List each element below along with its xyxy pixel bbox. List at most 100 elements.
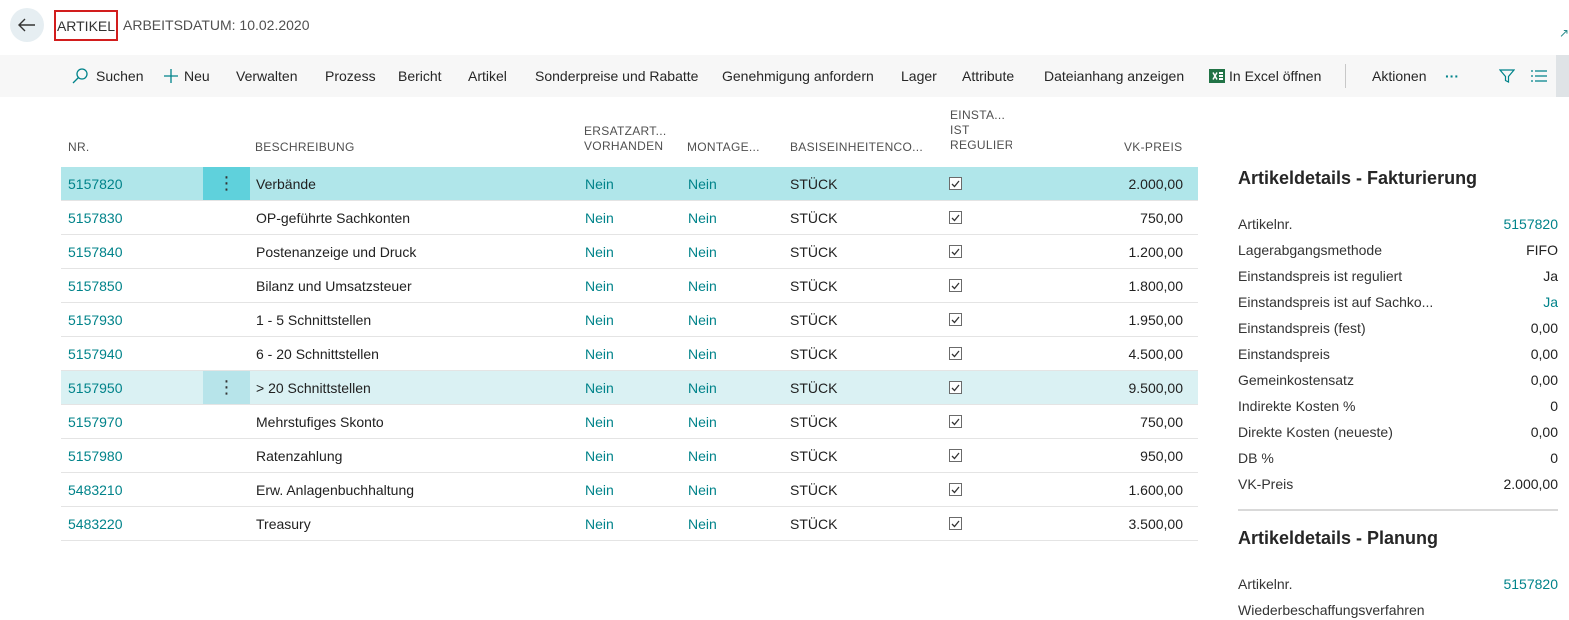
column-header-description[interactable]: BESCHREIBUNG xyxy=(255,140,355,154)
item-number-link[interactable]: 5157950 xyxy=(68,379,123,396)
approval-menu[interactable]: Genehmigung anfordern xyxy=(722,68,874,84)
base-unit-cell: STÜCK xyxy=(790,311,838,328)
unit-price-cell: 1.950,00 xyxy=(1128,311,1184,328)
table-row[interactable]: 5157830 OP-geführte Sachkonten Nein Nein STÜ… xyxy=(61,201,1198,235)
command-separator xyxy=(1345,64,1346,88)
assembly-bom-link[interactable]: Nein xyxy=(688,175,717,192)
substitutes-link[interactable]: Nein xyxy=(585,345,614,362)
item-number-link[interactable]: 5157820 xyxy=(68,175,123,192)
substitutes-link[interactable]: Nein xyxy=(585,311,614,328)
factbox-toggle[interactable] xyxy=(1556,55,1569,97)
checkbox-checked-icon xyxy=(949,279,962,292)
back-button[interactable] xyxy=(10,8,44,42)
process-menu[interactable]: Prozess xyxy=(325,68,376,84)
table-row[interactable]: 5157930 1 - 5 Schnittstellen Nein Nein STÜCK… xyxy=(61,303,1198,337)
substitutes-link[interactable]: Nein xyxy=(585,481,614,498)
breadcrumb-artikel[interactable]: ARTIKEL xyxy=(54,10,118,41)
table-row[interactable]: 5157940 6 - 20 Schnittstellen Nein Nein STÜC… xyxy=(61,337,1198,371)
new-button[interactable]: Neu xyxy=(164,55,210,97)
invoicing-factbox-title[interactable]: Artikeldetails - Fakturierung xyxy=(1238,168,1478,188)
assembly-bom-link[interactable]: Nein xyxy=(688,345,717,362)
invoicing-factbox-field-value[interactable]: 5157820 xyxy=(1503,216,1558,232)
invoicing-factbox-field-label: Indirekte Kosten % xyxy=(1238,398,1356,414)
more-options-button[interactable]: ··· xyxy=(1445,68,1459,84)
column-header-einstandspreis[interactable]: EINSTA... IST REGULIERT xyxy=(950,108,1012,174)
item-number-link[interactable]: 5483210 xyxy=(68,481,123,498)
cost-adjusted-cell xyxy=(949,405,962,438)
substitutes-link[interactable]: Nein xyxy=(585,277,614,294)
table-row[interactable]: 5483220 Treasury Nein Nein STÜCK 3.500,00 xyxy=(61,507,1198,541)
attachments-button[interactable]: Dateianhang anzeigen xyxy=(1044,68,1185,84)
invoicing-factbox-field-value[interactable]: Ja xyxy=(1543,294,1558,310)
description-cell: 1 - 5 Schnittstellen xyxy=(256,311,372,328)
manage-menu[interactable]: Verwalten xyxy=(236,68,298,84)
table-row[interactable]: 5157980 Ratenzahlung Nein Nein STÜCK 950,00 xyxy=(61,439,1198,473)
assembly-bom-link[interactable]: Nein xyxy=(688,277,717,294)
filter-button[interactable] xyxy=(1499,55,1523,97)
assembly-bom-link[interactable]: Nein xyxy=(688,515,717,532)
open-in-excel-button[interactable]: In Excel öffnen xyxy=(1209,55,1321,97)
item-number-link[interactable]: 5157830 xyxy=(68,209,123,226)
filter-icon xyxy=(1499,69,1515,83)
table-row[interactable]: 5157820 ⋮ Verbände Nein Nein STÜCK 2.000,00 xyxy=(61,167,1198,201)
unit-price-cell: 3.500,00 xyxy=(1128,515,1184,532)
cost-adjusted-cell xyxy=(949,507,962,540)
substitutes-link[interactable]: Nein xyxy=(585,243,614,260)
table-row[interactable]: 5157840 Postenanzeige und Druck Nein Nein ST… xyxy=(61,235,1198,269)
column-header-price[interactable]: VK-PREIS xyxy=(1124,140,1183,154)
inventory-menu[interactable]: Lager xyxy=(901,68,937,84)
column-header-ersatz[interactable]: ERSATZART... VORHANDEN xyxy=(584,124,667,190)
item-number-link[interactable]: 5157970 xyxy=(68,413,123,430)
expand-icon[interactable]: ↗ xyxy=(1558,26,1569,40)
item-number-link[interactable]: 5157850 xyxy=(68,277,123,294)
assembly-bom-link[interactable]: Nein xyxy=(688,243,717,260)
page-header: ARTIKEL ARBEITSDATUM: 10.02.2020 ↗ xyxy=(0,0,1569,55)
attributes-button[interactable]: Attribute xyxy=(962,68,1015,84)
search-button[interactable]: Suchen xyxy=(72,55,143,97)
planning-factbox-title[interactable]: Artikeldetails - Planung xyxy=(1238,528,1439,548)
report-menu[interactable]: Bericht xyxy=(398,68,442,84)
row-menu-icon[interactable]: ⋮ xyxy=(203,371,250,404)
assembly-bom-link[interactable]: Nein xyxy=(688,311,717,328)
special-prices-menu[interactable]: Sonderpreise und Rabatte xyxy=(535,68,699,84)
item-number-link[interactable]: 5157930 xyxy=(68,311,123,328)
column-header-basis[interactable]: BASISEINHEITENCO... xyxy=(790,140,924,154)
item-number-link[interactable]: 5157980 xyxy=(68,447,123,464)
substitutes-link[interactable]: Nein xyxy=(585,515,614,532)
substitutes-link[interactable]: Nein xyxy=(585,413,614,430)
column-header-ersatz-line2: VORHANDEN xyxy=(584,139,664,153)
search-icon xyxy=(72,68,88,84)
column-header-montage[interactable]: MONTAGE... xyxy=(687,140,760,154)
unit-price-cell: 1.200,00 xyxy=(1128,243,1184,260)
table-row[interactable]: 5157970 Mehrstufiges Skonto Nein Nein STÜCK 7… xyxy=(61,405,1198,439)
item-number-link[interactable]: 5483220 xyxy=(68,515,123,532)
item-number-link[interactable]: 5157840 xyxy=(68,243,123,260)
invoicing-factbox-field-label: Artikelnr. xyxy=(1238,216,1293,232)
substitutes-link[interactable]: Nein xyxy=(585,209,614,226)
planning-factbox-field-label: Artikelnr. xyxy=(1238,576,1293,592)
substitutes-link[interactable]: Nein xyxy=(585,379,614,396)
substitutes-link[interactable]: Nein xyxy=(585,447,614,464)
table-row[interactable]: 5483210 Erw. Anlagenbuchhaltung Nein Nein ST… xyxy=(61,473,1198,507)
planning-factbox-field-value[interactable]: 5157820 xyxy=(1503,576,1558,592)
assembly-bom-link[interactable]: Nein xyxy=(688,379,717,396)
item-menu[interactable]: Artikel xyxy=(468,68,507,84)
table-row[interactable]: 5157950 ⋮ > 20 Schnittstellen Nein Nein STÜCK… xyxy=(61,371,1198,405)
item-number-link[interactable]: 5157940 xyxy=(68,345,123,362)
invoicing-factbox-field-value: 0,00 xyxy=(1530,372,1558,388)
column-header-nr[interactable]: NR. xyxy=(68,140,90,154)
description-cell: Postenanzeige und Druck xyxy=(256,243,417,260)
assembly-bom-link[interactable]: Nein xyxy=(688,413,717,430)
unit-price-cell: 4.500,00 xyxy=(1128,345,1184,362)
invoicing-factbox-field-value: 2.000,00 xyxy=(1503,476,1559,492)
row-menu-icon[interactable]: ⋮ xyxy=(203,167,250,200)
actions-menu[interactable]: Aktionen xyxy=(1372,68,1427,84)
table-row[interactable]: 5157850 Bilanz und Umsatzsteuer Nein Nein ST… xyxy=(61,269,1198,303)
assembly-bom-link[interactable]: Nein xyxy=(688,481,717,498)
list-view-button[interactable] xyxy=(1531,55,1555,97)
assembly-bom-link[interactable]: Nein xyxy=(688,447,717,464)
assembly-bom-link[interactable]: Nein xyxy=(688,209,717,226)
substitutes-link[interactable]: Nein xyxy=(585,175,614,192)
base-unit-cell: STÜCK xyxy=(790,447,838,464)
description-cell: Mehrstufiges Skonto xyxy=(256,413,384,430)
